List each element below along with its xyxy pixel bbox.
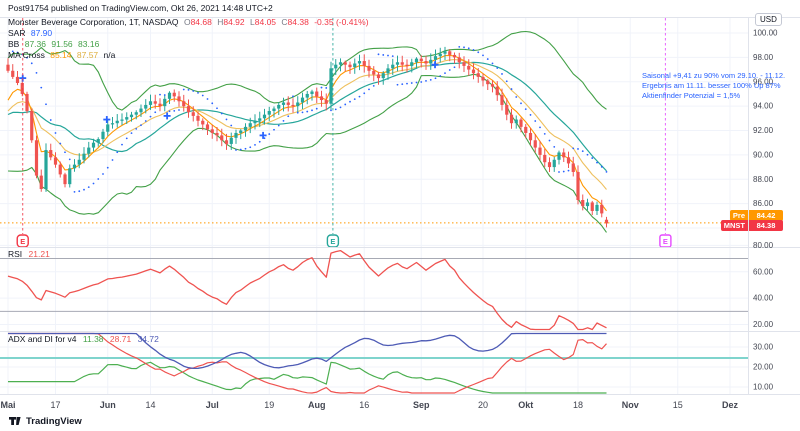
last-tag-value: 84.38 — [749, 220, 783, 231]
svg-text:16: 16 — [359, 400, 369, 410]
annotation-line-1: Saisonal +9,41 zu 90% vom 29.10. - 11.12… — [642, 71, 786, 80]
candles-layer — [6, 46, 609, 228]
tradingview-footer[interactable]: TradingView — [8, 414, 82, 428]
legend-sar-row: SAR 87.90 — [8, 28, 372, 39]
bb-upper-value: 91.56 — [51, 39, 73, 49]
ohlc-low: L84.05 — [250, 17, 277, 27]
svg-text:Nov: Nov — [622, 400, 639, 410]
pane-separators — [0, 17, 800, 395]
adx-di-minus-value: 28.71 — [109, 334, 132, 344]
ohlc-close: C84.38 — [281, 17, 309, 27]
rsi-label[interactable]: RSI — [8, 249, 23, 259]
axis-labels-layer: 100.00 98.00 96.00 94.00 92.00 90.00 88.00 86.0… — [0, 29, 778, 411]
adx-label[interactable]: ADX and DI for v4 — [8, 334, 77, 344]
svg-text:18: 18 — [573, 400, 583, 410]
rsi-value: 21.21 — [28, 249, 50, 259]
svg-text:100.00: 100.00 — [753, 29, 778, 38]
legend-title-row: Monster Beverage Corporation, 1T, NASDAQ… — [8, 17, 372, 28]
svg-text:Sep: Sep — [413, 400, 430, 410]
svg-text:80.00: 80.00 — [753, 241, 774, 250]
ohlc-high: H84.92 — [217, 17, 245, 27]
svg-text:20: 20 — [478, 400, 488, 410]
price-indicators-layer — [7, 30, 607, 233]
svg-text:15: 15 — [673, 400, 683, 410]
last-price-tag: MNST 84.38 — [720, 220, 783, 231]
sar-value: 87.90 — [30, 28, 53, 38]
ma-cross-label[interactable]: MA Cross — [8, 50, 45, 60]
svg-text:94.00: 94.00 — [753, 102, 774, 111]
premarket-price-tag: Pre 84.42 — [729, 210, 783, 221]
legend-ma-row: MA Cross 85.14 87.57 n/a — [8, 50, 372, 61]
svg-text:E: E — [20, 237, 25, 246]
svg-text:17: 17 — [50, 400, 60, 410]
svg-text:E: E — [330, 237, 335, 246]
svg-text:Okt: Okt — [518, 400, 533, 410]
svg-text:96.00: 96.00 — [753, 77, 774, 86]
svg-text:Dez: Dez — [722, 400, 739, 410]
ma-fast-value: 85.14 — [50, 50, 72, 60]
last-tag-label: MNST — [720, 220, 748, 231]
annotation-line-2: Ergebnis am 11.11. besser 100% Up 87% — [642, 81, 781, 90]
svg-text:90.00: 90.00 — [753, 150, 774, 159]
ma-na-value: n/a — [103, 50, 116, 60]
svg-text:Jun: Jun — [100, 400, 116, 410]
ma-slow-value: 87.57 — [76, 50, 99, 60]
adx-legend: ADX and DI for v4 11.38 28.71 34.72 — [8, 334, 163, 344]
svg-text:86.00: 86.00 — [753, 199, 774, 208]
svg-text:20.00: 20.00 — [753, 320, 774, 329]
rsi-pane-layer — [0, 249, 748, 331]
svg-text:Jul: Jul — [206, 400, 219, 410]
currency-badge[interactable]: USD — [755, 13, 782, 26]
adx-pane-layer — [0, 332, 748, 394]
svg-text:60.00: 60.00 — [753, 267, 774, 276]
svg-text:30.00: 30.00 — [753, 343, 774, 352]
svg-text:10.00: 10.00 — [753, 383, 774, 392]
ohlc-open: O84.68 — [183, 17, 212, 27]
bb-basis-value: 87.36 — [24, 39, 46, 49]
symbol-title[interactable]: Monster Beverage Corporation, 1T, NASDAQ — [8, 17, 179, 27]
svg-text:98.00: 98.00 — [753, 53, 774, 62]
rsi-legend: RSI 21.21 — [8, 249, 54, 259]
legend-bb-row: BB 87.36 91.56 83.16 — [8, 39, 372, 50]
svg-text:40.00: 40.00 — [753, 294, 774, 303]
bb-lower-value: 83.16 — [78, 39, 100, 49]
svg-text:20.00: 20.00 — [753, 363, 774, 372]
svg-text:Mai: Mai — [0, 400, 15, 410]
annotation-line-3: Aktienfinder Potenzial = 1,5% — [642, 91, 741, 100]
adx-di-plus-value: 11.38 — [82, 334, 104, 344]
tradingview-brand-text: TradingView — [26, 415, 82, 427]
premarket-tag-label: Pre — [729, 210, 748, 221]
svg-text:88.00: 88.00 — [753, 175, 774, 184]
premarket-tag-value: 84.42 — [749, 210, 783, 221]
change-value: -0.35 (-0.41%) — [314, 17, 369, 27]
svg-text:92.00: 92.00 — [753, 126, 774, 135]
symbol-legend: Monster Beverage Corporation, 1T, NASDAQ… — [8, 17, 372, 61]
svg-text:14: 14 — [145, 400, 155, 410]
svg-text:E: E — [663, 237, 668, 246]
svg-text:19: 19 — [264, 400, 274, 410]
seasonal-annotation: Saisonal +9,41 zu 90% vom 29.10. - 11.12… — [642, 71, 785, 101]
adx-value: 34.72 — [137, 334, 159, 344]
sar-label[interactable]: SAR — [8, 28, 26, 38]
svg-text:Aug: Aug — [308, 400, 326, 410]
bb-label[interactable]: BB — [8, 39, 20, 49]
sar-layer — [11, 46, 608, 193]
attribution-text: Post91754 published on TradingView.com, … — [8, 3, 273, 13]
tradingview-logo-icon — [9, 417, 21, 425]
